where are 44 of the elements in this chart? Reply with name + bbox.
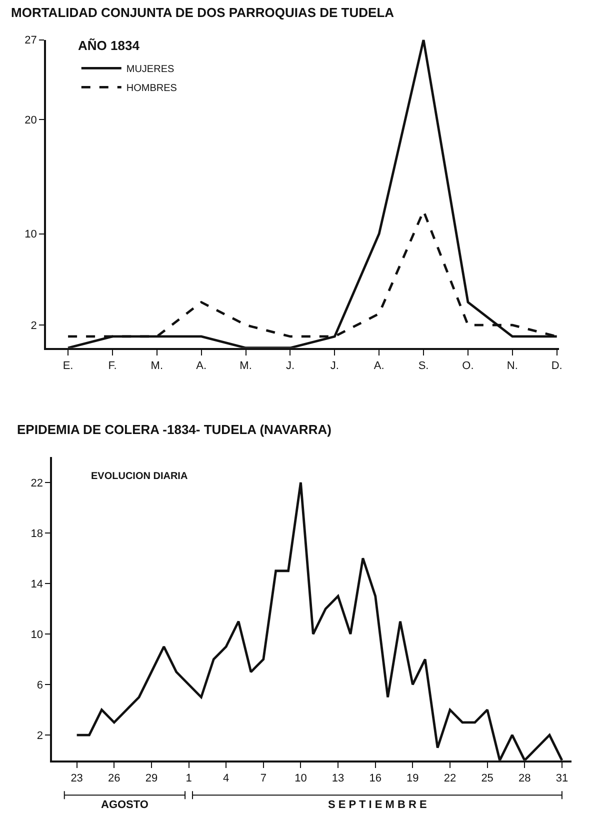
x-tick-label: 31: [556, 772, 568, 784]
x-tick-label: 16: [369, 772, 382, 784]
x-tick-label: 29: [145, 772, 158, 784]
y-tick-label: 2: [30, 320, 37, 332]
chart-title: MORTALIDAD CONJUNTA DE DOS PARROQUIAS DE TUDELA: [11, 5, 395, 20]
y-tick-label: 6: [36, 679, 43, 692]
x-tick-label: 22: [444, 772, 456, 784]
y-tick-label: 14: [30, 578, 43, 590]
y-tick-label: 10: [24, 228, 37, 241]
x-tick-label: A.: [374, 360, 384, 372]
x-tick-label: F.: [108, 360, 117, 372]
legend-label: MUJERES: [126, 64, 174, 76]
x-tick-label: S.: [418, 360, 429, 372]
x-tick-label: D.: [551, 360, 562, 372]
y-tick-label: 22: [30, 477, 43, 490]
chart-title: EPIDEMIA DE COLERA -1834- TUDELA (NAVARRA): [17, 422, 332, 437]
text: AGOSTO: [101, 799, 149, 811]
x-tick-label: 23: [70, 772, 83, 784]
x-tick-label: 4: [223, 772, 230, 784]
chart-subtitle: AÑO 1834: [78, 38, 140, 53]
y-tick-label: 2: [36, 730, 43, 742]
text: S E P T I E M B R E: [328, 799, 427, 811]
x-tick-label: 25: [481, 772, 494, 784]
y-tick-label: 18: [30, 528, 43, 540]
x-tick-label: 1: [186, 772, 192, 784]
y-tick-label: 27: [24, 34, 37, 47]
x-tick-label: E.: [62, 360, 74, 372]
x-tick-label: A.: [196, 360, 207, 372]
x-tick-label: 26: [108, 772, 120, 784]
x-tick-label: 7: [260, 772, 266, 784]
legend-label: HOMBRES: [126, 83, 178, 94]
x-tick-label: O.: [462, 360, 474, 372]
annotation: EVOLUCION DIARIA: [91, 471, 188, 482]
x-tick-label: 19: [406, 772, 419, 784]
y-tick-label: 10: [30, 628, 43, 641]
x-tick-label: M.: [240, 360, 252, 372]
x-tick-label: 13: [332, 772, 344, 784]
x-tick-label: M.: [150, 360, 164, 372]
x-tick-label: J.: [286, 360, 295, 372]
x-tick-label: N.: [506, 360, 518, 372]
x-tick-label: J.: [330, 360, 339, 372]
x-tick-label: 10: [294, 772, 307, 784]
y-tick-label: 20: [24, 114, 37, 127]
x-tick-label: 28: [518, 772, 531, 784]
